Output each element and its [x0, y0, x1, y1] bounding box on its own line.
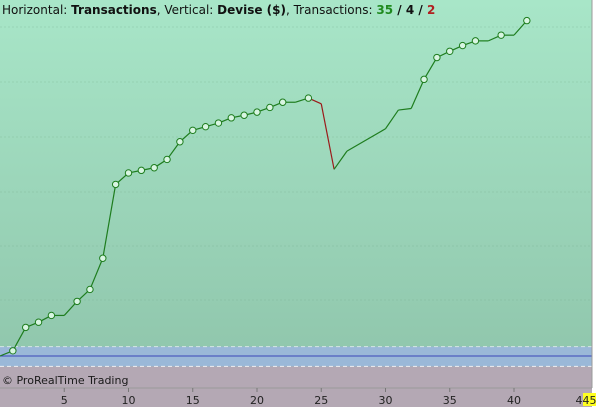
trade-marker [201, 122, 210, 131]
reference-bands [0, 346, 592, 412]
equity-segment [410, 79, 425, 109]
vertical-label: Vertical: [164, 3, 214, 17]
x-tick-label: 30 [379, 394, 393, 407]
trade-marker [34, 318, 43, 326]
grid-lines [0, 0, 593, 389]
trade-marker [471, 37, 480, 45]
equity-segment [333, 150, 348, 170]
x-tick-label: 40 [507, 394, 521, 407]
equity-markers [9, 16, 531, 355]
credit-text: © ProRealTime Trading [2, 374, 129, 387]
trade-marker [150, 164, 158, 172]
trade-marker [523, 16, 531, 25]
horizontal-label: Horizontal: [2, 3, 68, 17]
vertical-value: Devise ($) [217, 3, 286, 17]
trade-marker [420, 75, 428, 84]
drawdown-segment [320, 103, 335, 170]
x-tick-label: 5 [61, 394, 68, 407]
x-end-badge [583, 393, 596, 406]
x-tick-label: 20 [250, 394, 264, 407]
trade-marker [124, 169, 133, 177]
equity-segment [102, 184, 117, 259]
x-tick-label: 25 [314, 394, 328, 407]
trade-marker [73, 297, 81, 306]
trade-marker [9, 347, 17, 355]
trade-marker [240, 111, 248, 119]
trade-marker [253, 108, 261, 116]
equity-segment [346, 128, 386, 152]
trade-marker [446, 47, 454, 55]
equity-segment [385, 109, 399, 130]
neutral-trades-count: 4 [405, 3, 415, 17]
trade-marker [279, 98, 287, 106]
x-tick-label: 35 [443, 394, 457, 407]
trade-marker [189, 126, 197, 135]
trade-marker [176, 138, 184, 146]
trade-marker [99, 254, 107, 262]
equity-segment [398, 107, 412, 111]
separator-1: / [393, 3, 406, 17]
trade-marker [214, 119, 223, 127]
equity-segment [12, 327, 27, 352]
x-tick-label: 15 [186, 394, 200, 407]
reference-band [0, 366, 592, 412]
x-axis: 5 10 15 20 25 30 35 40 4 45 [61, 388, 597, 407]
trade-marker [86, 285, 94, 294]
trade-marker [433, 53, 441, 62]
separator-2: / [414, 3, 427, 17]
reference-band [0, 346, 592, 367]
trade-marker [266, 103, 274, 112]
chart-header: Horizontal: Transactions, Vertical: Devi… [2, 3, 436, 17]
losing-trades-count: 2 [426, 3, 436, 17]
trade-marker [227, 114, 236, 122]
trade-marker [137, 166, 146, 175]
horizontal-value: Transactions [71, 3, 157, 17]
trade-marker [304, 94, 313, 102]
x-end-badge-label: 45 [583, 394, 597, 407]
equity-segment [423, 57, 438, 80]
winning-trades-count: 35 [376, 3, 394, 17]
x-end-label: 4 [576, 394, 583, 407]
trade-marker [111, 180, 120, 189]
transactions-label: Transactions: [293, 3, 373, 17]
trade-marker [47, 311, 56, 320]
trade-marker [22, 323, 30, 332]
trade-marker [163, 155, 171, 164]
x-tick-label: 10 [122, 394, 136, 407]
trade-marker [458, 41, 467, 50]
trade-marker [497, 31, 505, 39]
plot-background [0, 0, 592, 388]
equity-segment [89, 258, 104, 290]
